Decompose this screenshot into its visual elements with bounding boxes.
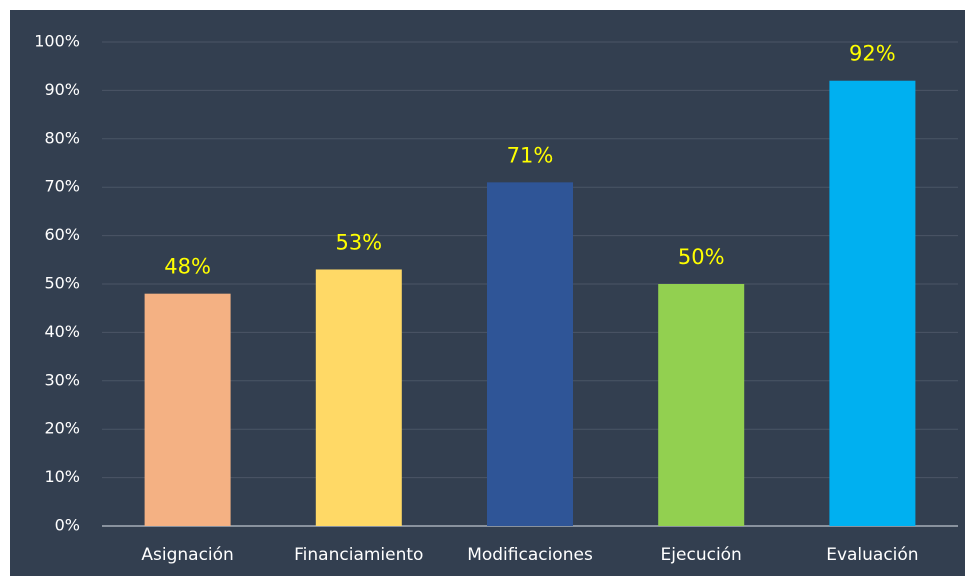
y-tick-label: 50%: [44, 274, 80, 293]
bar: [144, 293, 231, 526]
x-tick-label: Ejecución: [661, 545, 742, 565]
data-label: 50%: [678, 245, 725, 269]
y-tick-label: 30%: [44, 370, 80, 389]
y-tick-label: 40%: [44, 322, 80, 341]
bar: [315, 269, 402, 526]
bar: [487, 182, 573, 527]
x-tick-label: Modificaciones: [467, 545, 593, 565]
data-label: 92%: [849, 42, 896, 66]
x-tick-label: Asignación: [141, 545, 233, 565]
y-tick-label: 90%: [44, 80, 80, 99]
y-tick-label: 20%: [44, 419, 80, 438]
y-tick-label: 80%: [44, 128, 80, 147]
y-tick-label: 60%: [44, 225, 80, 244]
x-tick-label: Financiamiento: [294, 545, 423, 565]
x-tick-label: Evaluación: [826, 545, 918, 565]
data-label: 71%: [507, 143, 554, 167]
y-tick-label: 0%: [55, 516, 80, 535]
y-tick-label: 100%: [34, 32, 80, 51]
y-tick-label: 10%: [44, 467, 80, 486]
bar: [829, 80, 916, 526]
y-tick-label: 70%: [44, 177, 80, 196]
data-label: 53%: [335, 230, 382, 254]
data-label: 48%: [164, 255, 211, 279]
bar: [658, 284, 745, 526]
